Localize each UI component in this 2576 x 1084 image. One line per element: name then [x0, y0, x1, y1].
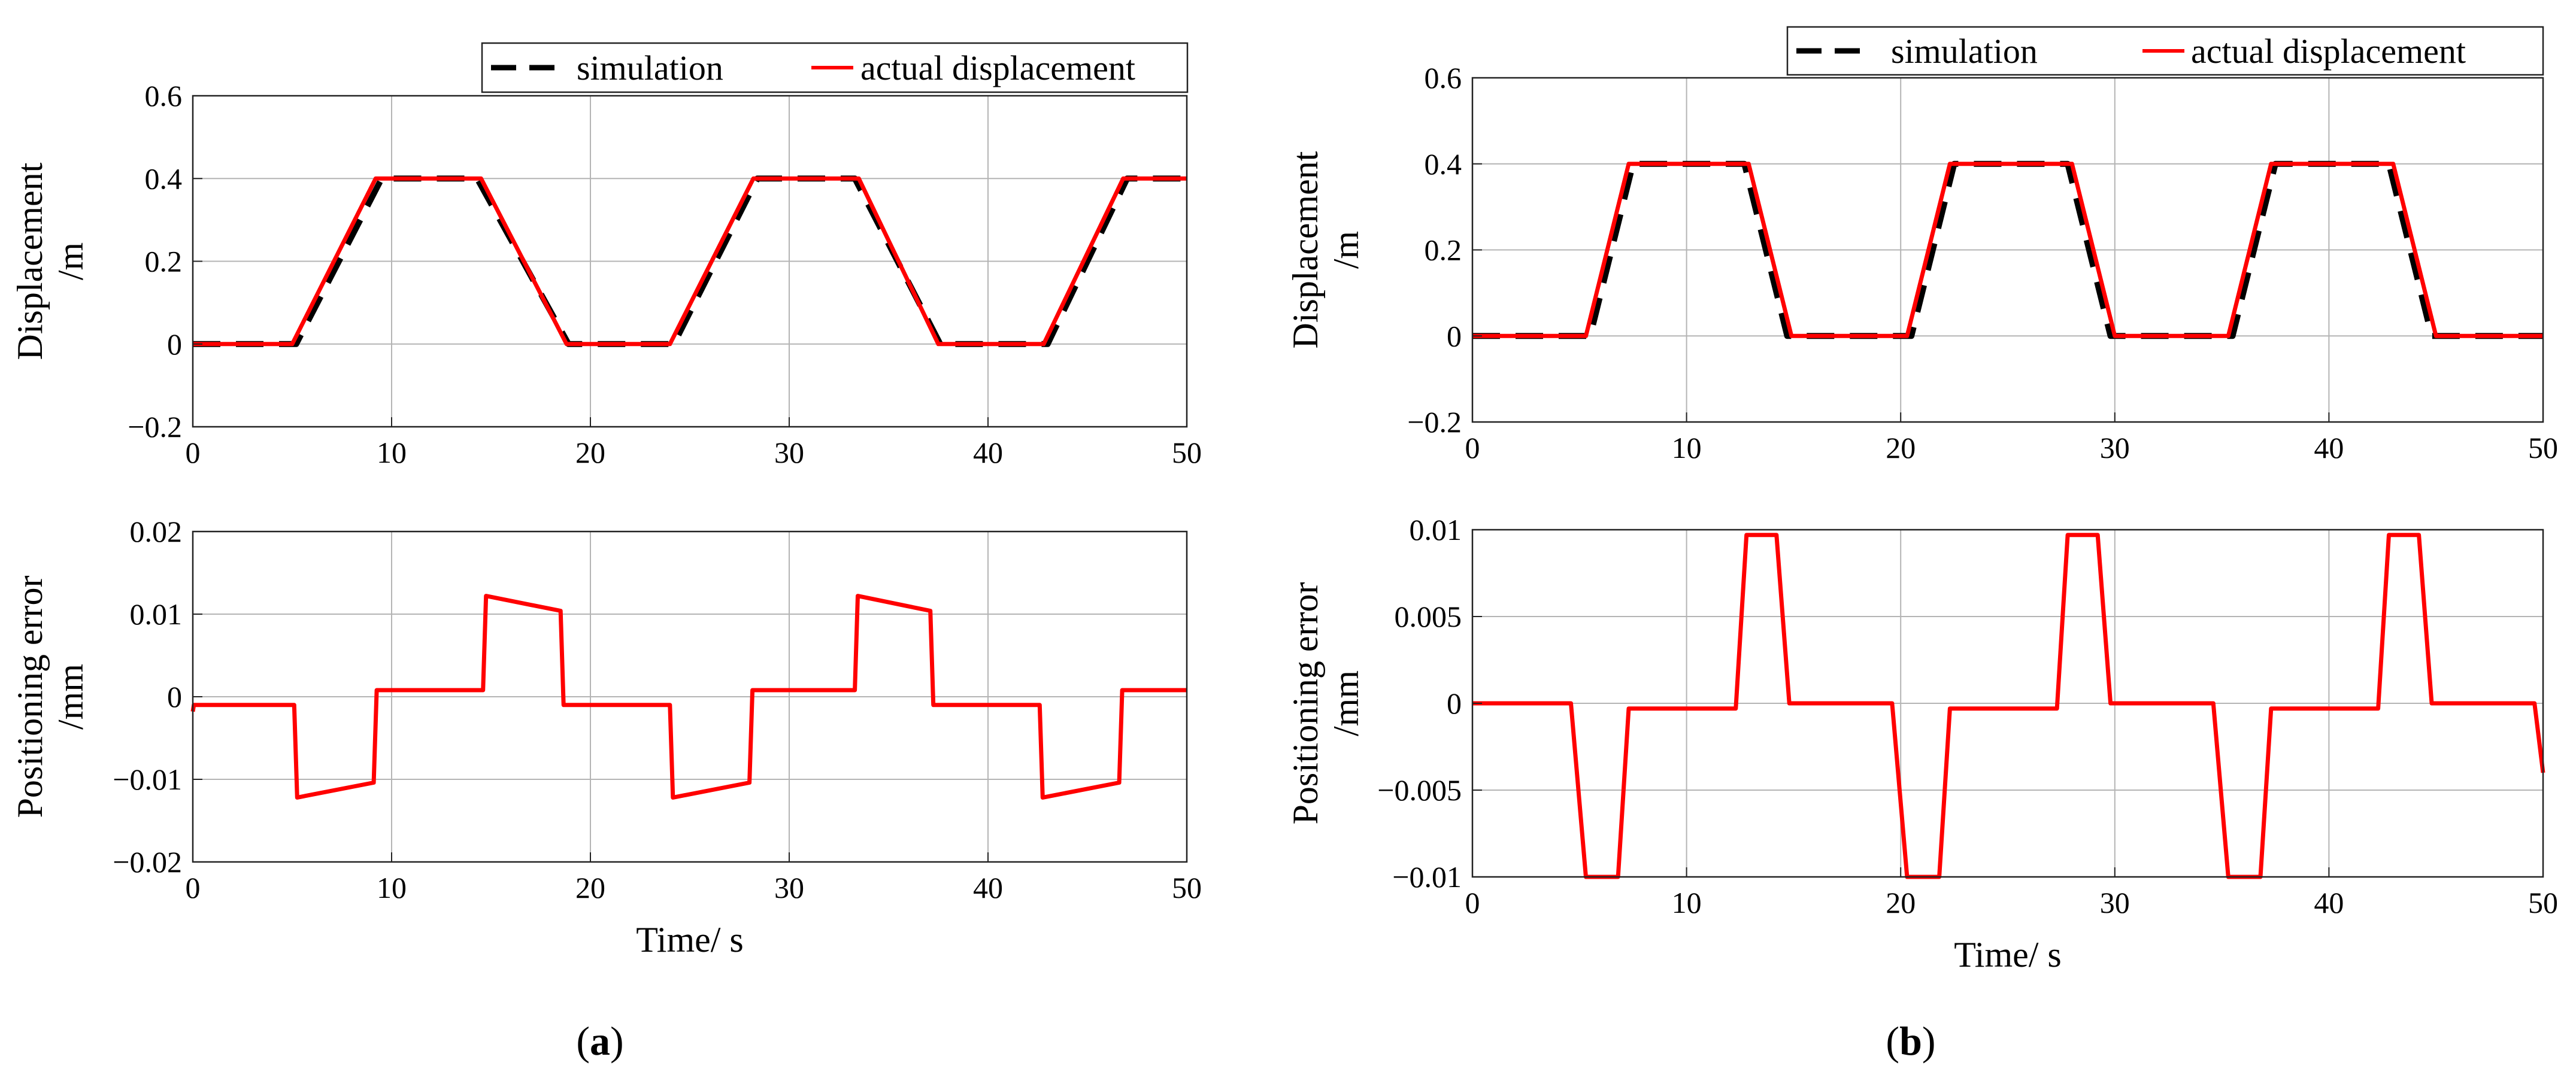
- x-tick-label: 50: [1172, 871, 1202, 904]
- y-tick-label: 0.2: [145, 245, 183, 278]
- series-line-actual-displacement: [1472, 533, 2545, 879]
- x-tick-label: 30: [2100, 886, 2130, 919]
- chart-b-top: 0 10 20 30 40 50−0.200.20.40.6Displacement/ms…: [1286, 26, 2558, 464]
- y-tick-label: 0.4: [1425, 147, 1462, 181]
- y-axis-label-line: /mm: [1326, 670, 1366, 736]
- panel-caption-b: (b): [1886, 1018, 1935, 1064]
- y-axis-label: Positioning error/mm: [1286, 582, 1366, 825]
- legend-label-actual-displacement: actual displacement: [860, 48, 1135, 87]
- y-tick-label: 0.02: [130, 515, 183, 548]
- caption-open-paren: (: [576, 1018, 590, 1064]
- caption-letter: b: [1899, 1018, 1922, 1064]
- y-axis-label-line: /m: [1326, 231, 1366, 269]
- y-tick-label: 0.4: [145, 162, 183, 195]
- panel-caption-a: (a): [576, 1018, 623, 1064]
- x-tick-label: 0: [1465, 886, 1480, 919]
- x-tick-label: 20: [575, 871, 605, 904]
- caption-open-paren: (: [1886, 1018, 1899, 1064]
- chart-b-bottom: 0 10 20 30 40 50 −0.01 −0.005 0 0.005 0.01 Position…: [1286, 513, 2558, 974]
- legend-label-actual-displacement: actual displacement: [2191, 32, 2466, 71]
- x-tick-label: 40: [2314, 431, 2344, 464]
- x-tick-label: 10: [1672, 431, 1702, 464]
- x-tick-label: 30: [774, 436, 804, 469]
- x-tick-label: 40: [2314, 886, 2344, 919]
- y-axis-label-line: /mm: [51, 664, 90, 730]
- y-tick-label: 0: [1447, 687, 1462, 720]
- legend-box: [481, 42, 1189, 93]
- x-tick-label: 40: [973, 436, 1003, 469]
- y-tick-label: 0: [167, 327, 182, 361]
- y-axis-label: Displacement/m: [10, 162, 90, 360]
- series-line-simulation: [193, 175, 1187, 347]
- x-tick-label: 50: [2528, 431, 2558, 464]
- x-tick-label: 30: [2100, 431, 2130, 464]
- x-tick-label: 0: [1465, 431, 1480, 464]
- caption-close-paren: ): [610, 1018, 624, 1064]
- y-axis-label-line: Positioning error: [10, 576, 50, 818]
- x-tick-label: 20: [1886, 886, 1916, 919]
- x-tick-label: 40: [973, 871, 1003, 904]
- x-axis-label: Time/ s: [636, 920, 744, 959]
- x-tick-label: 50: [2528, 886, 2558, 919]
- y-axis-label-line: Displacement: [10, 162, 50, 360]
- legend: simulation actual displacement: [1786, 26, 2544, 76]
- legend-label-simulation: simulation: [577, 48, 723, 87]
- y-axis-label-line: /m: [51, 242, 90, 280]
- x-tick-label: 20: [575, 436, 605, 469]
- y-axis-label: Displacement/m: [1286, 151, 1366, 348]
- y-tick-label: −0.01: [1392, 860, 1462, 894]
- y-tick-label: 0.01: [130, 597, 183, 631]
- chart-a-bottom: 0 10 20 30 40 50 −0.02 −0.01 0 0.01 0.02 Positionin…: [10, 515, 1202, 959]
- y-tick-label: 0: [167, 680, 182, 713]
- x-tick-label: 50: [1172, 436, 1202, 469]
- y-tick-label: 0.2: [1425, 233, 1462, 267]
- x-tick-label: 30: [774, 871, 804, 904]
- x-tick-label: 10: [1672, 886, 1702, 919]
- legend: simulation actual displacement: [481, 42, 1189, 93]
- y-tick-label: −0.005: [1377, 773, 1462, 807]
- y-tick-label: 0.6: [145, 79, 183, 113]
- y-axis-label-line: Displacement: [1286, 151, 1325, 348]
- x-tick-label: 20: [1886, 431, 1916, 464]
- caption-letter: a: [590, 1018, 610, 1064]
- y-tick-label: −0.01: [113, 763, 182, 796]
- x-tick-label: 10: [377, 436, 407, 469]
- series-line-actual-displacement: [1472, 162, 2543, 338]
- y-tick-label: 0.005: [1395, 600, 1462, 633]
- legend-label-simulation: simulation: [1891, 32, 2038, 71]
- y-axis-label: Positioning error/mm: [10, 576, 90, 818]
- x-tick-label: 0: [186, 436, 201, 469]
- chart-a-top: 0 10 20 30 40 50−0.200.20.40.6Displacement/ms…: [10, 42, 1202, 469]
- y-tick-label: 0.6: [1425, 61, 1462, 95]
- x-tick-label: 0: [186, 871, 201, 904]
- series-line-actual-displacement: [190, 594, 1187, 800]
- y-tick-label: −0.02: [113, 845, 182, 879]
- y-tick-label: 0: [1447, 319, 1462, 353]
- x-tick-label: 10: [377, 871, 407, 904]
- y-tick-label: −0.2: [128, 410, 182, 444]
- series-line-actual-displacement: [193, 176, 1187, 347]
- y-tick-label: 0.01: [1410, 513, 1462, 546]
- caption-close-paren: ): [1922, 1018, 1936, 1064]
- x-axis-label: Time/ s: [1954, 935, 2062, 974]
- y-tick-label: −0.2: [1407, 405, 1462, 439]
- y-axis-label-line: Positioning error: [1286, 582, 1325, 825]
